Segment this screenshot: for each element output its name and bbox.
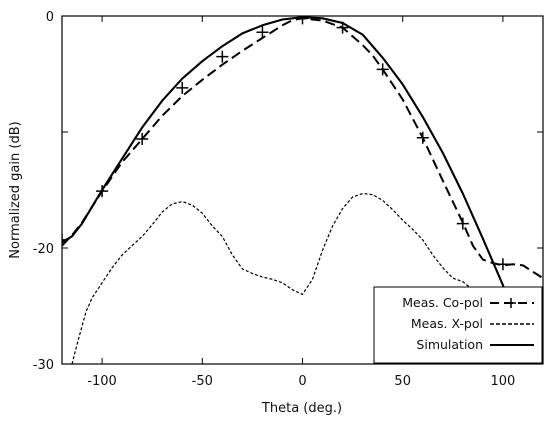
y-tick-label: -20 [33,242,54,257]
legend-label-x-pol: Meas. X-pol [411,316,483,331]
co-pol-marker [336,21,349,34]
x-tick-label: 100 [491,374,516,389]
series-line-meas-co-pol [62,17,543,280]
co-pol-marker [216,50,229,63]
co-pol-marker [456,217,469,230]
x-tick-label: 0 [298,374,306,389]
x-axis-ticks: -100 -50 0 50 100 [87,16,515,389]
legend: Meas. Co-pol Meas. X-pol Simulation [373,286,543,364]
legend-box [373,286,543,364]
co-pol-marker [296,16,309,25]
y-tick-label: -30 [33,358,54,373]
x-tick-label: -50 [192,374,213,389]
legend-label-simulation: Simulation [416,337,483,352]
co-pol-marker [376,63,389,76]
y-tick-label: 0 [46,10,54,25]
co-pol-marker [416,131,429,144]
series-line-simulation [62,16,524,338]
y-axis-ticks: -30 -20 0 [33,10,543,373]
legend-label-co-pol: Meas. Co-pol [402,295,483,310]
co-pol-marker [176,81,189,94]
co-pol-marker [96,185,109,198]
series-layer [62,16,543,364]
x-tick-label: 50 [394,374,411,389]
x-axis-label: Theta (deg.) [261,401,342,416]
legend-marker-co-pol [506,298,516,308]
co-pol-marker [62,233,68,246]
co-pol-marker [136,132,149,145]
co-pol-marker [496,258,509,271]
y-axis-label: Normalized gain (dB) [8,121,23,258]
x-tick-label: -100 [87,374,117,389]
series-line-meas-x-pol [71,192,474,364]
co-pol-marker [256,26,269,39]
